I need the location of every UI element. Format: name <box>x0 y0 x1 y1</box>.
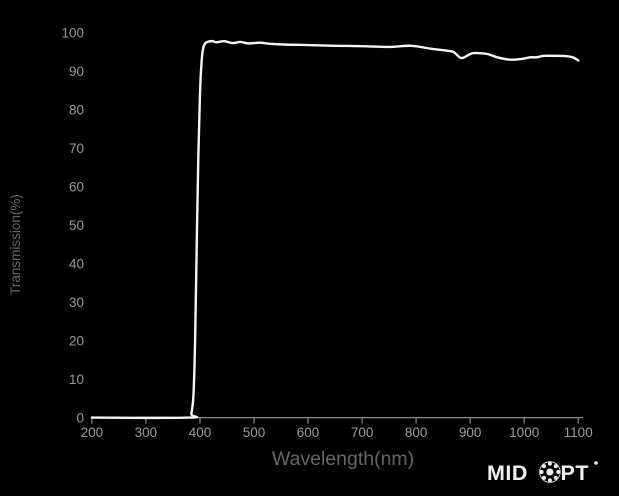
svg-text:40: 40 <box>69 256 84 271</box>
svg-text:400: 400 <box>189 425 212 440</box>
svg-text:800: 800 <box>405 425 428 440</box>
svg-text:10: 10 <box>69 372 84 387</box>
svg-text:200: 200 <box>81 425 104 440</box>
svg-text:MID: MID <box>487 461 528 485</box>
svg-text:500: 500 <box>243 425 266 440</box>
svg-text:1100: 1100 <box>564 425 593 440</box>
svg-text:300: 300 <box>135 425 158 440</box>
svg-text:90: 90 <box>69 64 84 79</box>
svg-text:70: 70 <box>69 141 84 156</box>
svg-text:1000: 1000 <box>509 425 539 440</box>
svg-text:30: 30 <box>69 295 84 310</box>
svg-text:60: 60 <box>69 179 84 194</box>
svg-text:700: 700 <box>351 425 374 440</box>
svg-text:50: 50 <box>69 218 84 233</box>
svg-text:PT: PT <box>561 461 589 485</box>
svg-text:Transmission(%): Transmission(%) <box>8 194 23 295</box>
svg-text:80: 80 <box>69 102 84 117</box>
svg-text:600: 600 <box>297 425 320 440</box>
svg-text:100: 100 <box>61 25 84 40</box>
svg-text:Wavelength(nm): Wavelength(nm) <box>272 448 414 470</box>
svg-text:900: 900 <box>459 425 482 440</box>
svg-text:20: 20 <box>69 333 84 348</box>
svg-text:0: 0 <box>76 410 84 425</box>
